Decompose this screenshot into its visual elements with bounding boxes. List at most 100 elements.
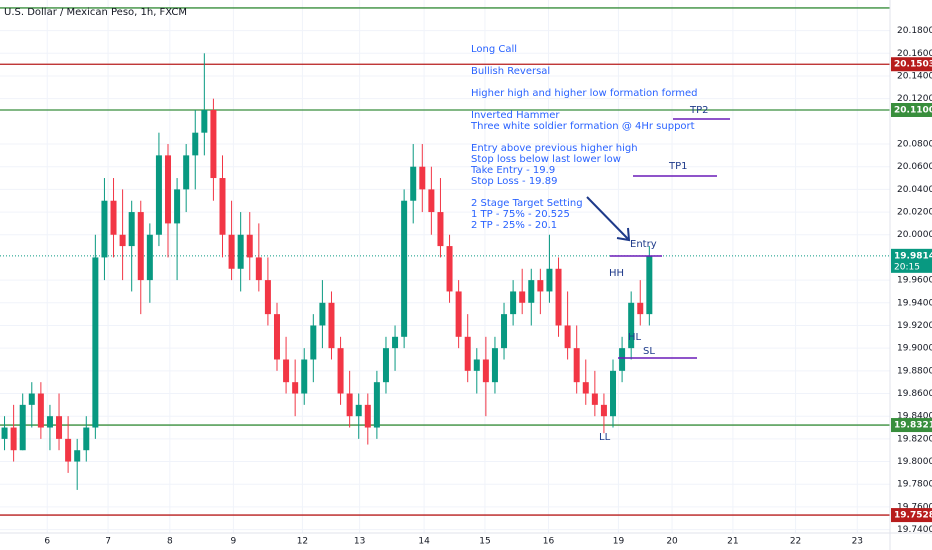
- y-tick-label: 20.04000: [897, 185, 932, 195]
- note-line: Stop Loss - 19.89: [471, 176, 557, 187]
- candle-body: [110, 200, 117, 235]
- candle-body: [491, 348, 498, 383]
- y-tick-label: 20.12000: [897, 94, 932, 104]
- x-tick-label: 16: [543, 537, 555, 547]
- x-tick-label: 8: [167, 537, 173, 547]
- candle-body: [573, 348, 580, 383]
- y-tick-label: 19.78000: [897, 480, 932, 490]
- x-tick-label: 6: [44, 537, 50, 547]
- candle-body: [610, 370, 617, 417]
- candle-body: [337, 348, 344, 394]
- marker-label: TP2: [689, 105, 709, 116]
- candle-body: [428, 189, 435, 213]
- grid: [0, 0, 890, 533]
- candle-body: [1, 427, 8, 439]
- note-line: Inverted Hammer: [471, 110, 560, 121]
- candle-body: [355, 404, 362, 417]
- y-tick-label: 19.76000: [897, 502, 932, 512]
- candle-body: [137, 212, 144, 281]
- candle-body: [473, 359, 480, 371]
- note-line: Entry above previous higher high: [471, 143, 638, 154]
- y-tick-label: 20.16000: [897, 49, 932, 59]
- note-line: Long Call: [471, 44, 517, 55]
- y-tick-label: 19.82000: [897, 434, 932, 444]
- candle-body: [264, 280, 271, 315]
- candle-body: [455, 291, 462, 337]
- candle-body: [482, 359, 489, 383]
- note-line: Take Entry - 19.9: [470, 165, 555, 176]
- y-tick-label: 20.02000: [897, 208, 932, 218]
- y-tick-label: 19.94000: [897, 298, 932, 308]
- note-line: 1 TP - 75% - 20.525: [471, 209, 570, 220]
- note-line: Higher high and higher low formation for…: [471, 88, 698, 99]
- y-tick-label: 19.74000: [897, 525, 932, 535]
- candle-body: [37, 393, 44, 428]
- candle-body: [219, 178, 226, 235]
- y-tick-label: 19.96000: [897, 276, 932, 286]
- y-tick-label: 20.14000: [897, 71, 932, 81]
- candle-body: [74, 450, 81, 462]
- y-tick-label: 19.90000: [897, 344, 932, 354]
- candle-body: [346, 393, 353, 417]
- candle-body: [237, 234, 244, 269]
- note-line: 2 TP - 25% - 20.1: [471, 220, 557, 231]
- candle-body: [401, 200, 408, 337]
- current-price-label: 19.98140: [894, 251, 932, 261]
- candle-body: [619, 348, 626, 371]
- candle-body: [564, 325, 571, 349]
- candle-body: [65, 438, 72, 462]
- candle-body: [128, 212, 135, 247]
- candle-body: [19, 404, 26, 451]
- drawings: [586, 118, 730, 359]
- candle-body: [146, 234, 153, 281]
- candle-body: [637, 302, 644, 315]
- candle-body: [228, 234, 235, 269]
- candle-body: [56, 416, 63, 439]
- x-tick-label: 20: [666, 537, 678, 547]
- candle-body: [519, 291, 526, 303]
- candle-body: [192, 132, 199, 156]
- countdown-label: 20:15: [894, 262, 920, 272]
- candle-body: [283, 359, 290, 383]
- marker-label: Entry: [630, 239, 657, 250]
- candle-body: [582, 382, 589, 394]
- y-tick-label: 19.86000: [897, 389, 932, 399]
- x-tick-label: 14: [418, 537, 430, 547]
- candle-body: [10, 427, 17, 451]
- candle-body: [165, 155, 172, 224]
- candle-body: [201, 110, 208, 133]
- candle-body: [392, 336, 399, 349]
- candle-body: [319, 302, 326, 326]
- candle-body: [628, 302, 635, 349]
- x-tick-label: 9: [231, 537, 237, 547]
- candle-body: [119, 234, 126, 247]
- y-tick-label: 20.08000: [897, 140, 932, 150]
- candles: [1, 53, 653, 490]
- candle-body: [446, 246, 453, 292]
- candle-body: [537, 280, 544, 292]
- note-line: Bullish Reversal: [471, 66, 550, 77]
- candle-body: [155, 155, 162, 235]
- candle-body: [437, 212, 444, 247]
- level-tag: [891, 418, 932, 433]
- candle-body: [255, 257, 262, 281]
- levels: [0, 7, 890, 516]
- candle-body: [301, 359, 308, 394]
- y-tick-label: 20.00000: [897, 230, 932, 240]
- candle-body: [546, 268, 553, 292]
- level-label: 20.15035: [894, 60, 932, 70]
- candle-body: [528, 280, 535, 303]
- notes: Long Call Bullish Reversal Higher high and…: [470, 44, 698, 231]
- candle-body: [292, 382, 299, 394]
- x-tick-label: 13: [354, 537, 365, 547]
- candle-body: [46, 416, 53, 428]
- level-label: 19.75280: [894, 511, 932, 521]
- candle-body: [83, 427, 90, 451]
- x-tick-label: 23: [852, 537, 863, 547]
- note-line: Stop loss below last lower low: [471, 154, 621, 165]
- price-axis: 19.74000 19.76000 19.78000 19.80000 19.82000…: [891, 26, 932, 535]
- x-tick-label: 19: [613, 537, 625, 547]
- candle-body: [364, 404, 371, 428]
- level-tag: [891, 508, 932, 523]
- candle-body: [310, 325, 317, 360]
